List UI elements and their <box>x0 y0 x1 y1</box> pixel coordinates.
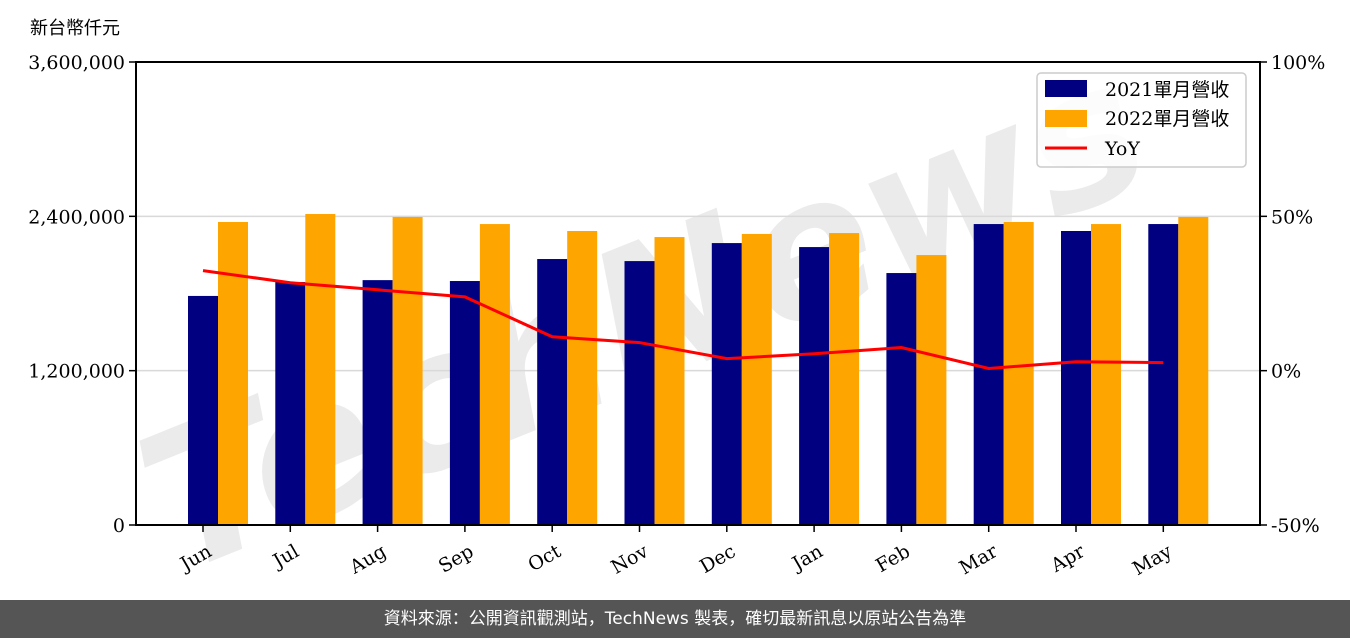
y-tick-label: 1,200,000 <box>28 361 125 383</box>
x-tick-label: Feb <box>872 540 914 577</box>
bar-2022 <box>392 216 423 526</box>
bar-2021 <box>624 261 655 525</box>
x-tick-label: Apr <box>1046 540 1089 577</box>
source-footer: 資料來源：公開資訊觀測站，TechNews 製表，確切最新訊息以原站公告為準 <box>0 600 1350 638</box>
yoy-polyline <box>202 269 1164 371</box>
chart: TechNews 01,200,0002,400,0003,600,000-50… <box>28 15 1325 600</box>
yoy-line <box>202 269 1164 371</box>
bar-2021 <box>1061 230 1091 525</box>
legend-swatch-2021 <box>1045 80 1087 97</box>
x-tick-label: Nov <box>607 540 652 579</box>
bar-2022 <box>305 214 336 526</box>
bar-2021 <box>537 259 568 525</box>
legend-label-2021: 2021單月營收 <box>1105 79 1229 101</box>
bar-2021 <box>711 243 742 525</box>
bar-2022 <box>741 233 772 525</box>
bar-2022 <box>479 224 510 526</box>
y2-tick-label: 100% <box>1271 52 1325 74</box>
bar-2021 <box>1148 224 1179 526</box>
legend-box <box>1036 72 1247 168</box>
bar-2022 <box>654 237 685 525</box>
bar-2021 <box>188 295 218 525</box>
bars <box>188 214 1209 526</box>
y-tick-label: 2,400,000 <box>28 206 125 228</box>
bar-2022 <box>567 230 598 525</box>
x-tick-label: Sep <box>435 540 478 577</box>
x-tick-label: Oct <box>524 540 565 576</box>
bar-2022 <box>829 233 860 525</box>
y2-tick-label: 50% <box>1271 206 1313 228</box>
bar-2022 <box>218 221 248 525</box>
x-tick-label: May <box>1129 540 1176 580</box>
x-tick-label: Mar <box>956 540 1002 579</box>
legend-label-2022: 2022單月營收 <box>1105 108 1229 130</box>
plot-frame <box>135 61 1261 526</box>
bar-2021 <box>362 280 393 525</box>
x-tick-label: Dec <box>696 540 739 578</box>
bar-2021 <box>973 224 1004 526</box>
bar-2021 <box>449 281 480 525</box>
y-tick-label: 0 <box>113 515 125 537</box>
bar-2022 <box>1091 224 1121 526</box>
x-tick-label: Jan <box>787 540 827 576</box>
bar-2021 <box>275 282 306 525</box>
bar-2021 <box>799 247 830 525</box>
y-tick-label: 3,600,000 <box>28 52 125 74</box>
y-axis-unit-label: 新台幣仟元 <box>30 18 120 39</box>
y2-tick-label: 0% <box>1271 361 1301 383</box>
legend-label-yoy: YoY <box>1104 138 1140 160</box>
legend: 2021單月營收 2022單月營收 YoY <box>1036 72 1247 168</box>
bar-2021 <box>886 273 917 525</box>
bar-2022 <box>1178 216 1209 526</box>
y2-tick-label: -50% <box>1271 515 1320 537</box>
bar-2022 <box>1003 221 1034 525</box>
bar-2022 <box>916 255 947 525</box>
legend-swatch-2022 <box>1045 110 1087 127</box>
